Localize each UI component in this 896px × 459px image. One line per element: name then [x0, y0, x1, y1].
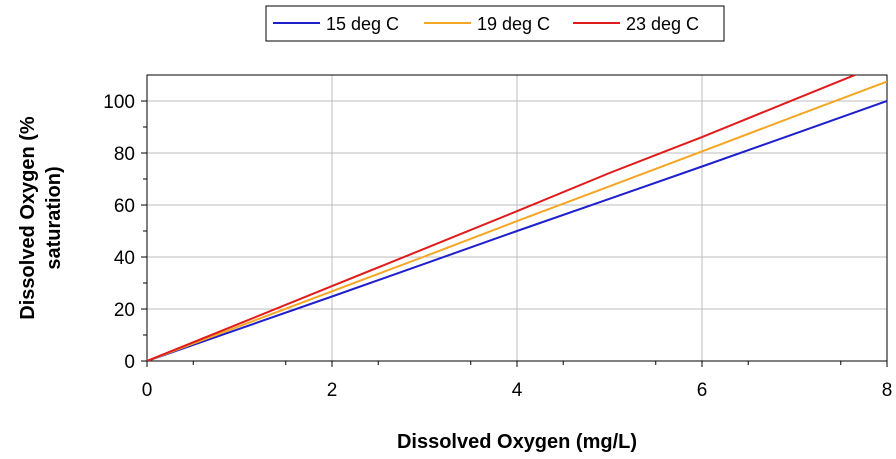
- series-line-19-deg-c: [147, 80, 887, 361]
- y-tick-label: 100: [103, 92, 135, 113]
- x-tick-label: 6: [697, 380, 708, 401]
- x-tick-label: 8: [882, 380, 893, 401]
- grid: [147, 75, 887, 361]
- y-tick-label: 60: [114, 196, 135, 217]
- legend-label-23: 23 deg C: [626, 14, 699, 34]
- y-tick-label: 40: [114, 248, 135, 269]
- y-tick-label: 80: [114, 144, 135, 165]
- y-axis-title-line2: saturation): [43, 166, 65, 269]
- y-tick-label: 20: [114, 300, 135, 321]
- legend-box: [265, 5, 725, 42]
- y-axis-title-line1: Dissolved Oxygen (%: [17, 116, 39, 320]
- legend: 15 deg C 19 deg C 23 deg C: [265, 5, 725, 42]
- x-tick-label: 0: [142, 380, 153, 401]
- legend-label-19: 19 deg C: [477, 14, 550, 34]
- series-group: [147, 75, 887, 361]
- series-line-23-deg-c: [147, 75, 858, 361]
- x-axis-title: Dissolved Oxygen (mg/L): [397, 431, 637, 453]
- y-tick-label: 0: [124, 352, 135, 373]
- series-line-15-deg-c: [147, 100, 887, 361]
- x-tick-label: 4: [512, 380, 523, 401]
- legend-label-15: 15 deg C: [326, 14, 399, 34]
- x-tick-label: 2: [327, 380, 338, 401]
